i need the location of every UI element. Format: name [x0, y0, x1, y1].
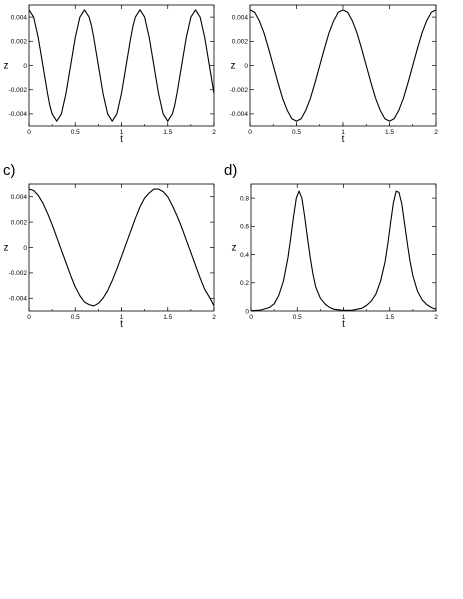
chart-d: 0 0.5 1 1.5 2 0 0.2 0.4 0.6 0.8 t z d)	[224, 162, 438, 330]
x-tick-label: 2	[212, 129, 216, 136]
y-tick-label: 0.4	[240, 252, 249, 259]
panels: 0 0.5 1 1.5 2 -0.004 -0.002 0 0.002 0.004 t z 0 0.5 1 1…	[3, 4, 438, 330]
x-tick-label: 0	[248, 129, 252, 136]
y-tick-label: -0.002	[230, 87, 249, 94]
y-tick-label: -0.004	[9, 296, 28, 303]
x-tick-label: 1.5	[163, 314, 172, 321]
panel-label: c)	[3, 162, 16, 179]
series-line	[251, 190, 436, 311]
x-tick-label: 1	[341, 129, 345, 136]
x-tick-label: 1.5	[385, 129, 394, 136]
y-tick-label: 0.004	[11, 14, 28, 21]
series-line	[29, 9, 214, 122]
y-tick-label: 0.004	[232, 14, 249, 21]
chart-c: 0 0.5 1 1.5 2 -0.004 -0.002 0 0.002 0.004 t z c)	[3, 162, 216, 330]
x-tick-label: 0.5	[71, 129, 80, 136]
x-tick-label: 0.5	[71, 314, 80, 321]
x-tick-label: 1	[120, 129, 124, 136]
x-tick-label: 2	[212, 314, 216, 321]
x-tick-label: 0.5	[292, 129, 301, 136]
y-tick-label: 0.002	[11, 219, 28, 226]
x-tick-label: 1.5	[163, 129, 172, 136]
y-tick-label: 0.2	[240, 280, 249, 287]
x-axis-label: t	[120, 134, 123, 145]
y-tick-label: 0	[245, 308, 249, 315]
y-tick-label: 0.004	[11, 194, 28, 201]
x-tick-label: 0.5	[293, 314, 302, 321]
x-axis-label: t	[120, 319, 123, 330]
x-tick-label: 0	[249, 314, 253, 321]
y-axis-label: z	[4, 61, 9, 72]
x-tick-label: 0	[27, 129, 31, 136]
y-axis-label: z	[4, 243, 9, 254]
x-tick-label: 1	[120, 314, 124, 321]
x-axis-label: t	[342, 319, 345, 330]
y-tick-label: -0.002	[9, 270, 28, 277]
y-tick-label: 0	[23, 63, 27, 70]
x-tick-label: 1.5	[385, 314, 394, 321]
chart-b: 0 0.5 1 1.5 2 -0.004 -0.002 0 0.002 0.004 t z	[230, 4, 438, 145]
series-line	[29, 188, 214, 307]
panel-label: d)	[224, 162, 237, 179]
y-tick-label: 0	[23, 245, 27, 252]
y-tick-label: 0.8	[240, 195, 249, 202]
y-tick-label: -0.002	[9, 87, 28, 94]
y-tick-label: -0.004	[230, 111, 249, 118]
x-tick-label: 2	[434, 314, 438, 321]
y-tick-label: 0.002	[11, 39, 28, 46]
x-tick-label: 0	[27, 314, 31, 321]
y-tick-label: 0.002	[232, 39, 249, 46]
y-axis-label: z	[232, 243, 237, 254]
y-tick-label: 0	[244, 63, 248, 70]
series-line	[250, 9, 436, 122]
x-axis-label: t	[342, 134, 345, 145]
x-tick-label: 1	[342, 314, 346, 321]
chart-a: 0 0.5 1 1.5 2 -0.004 -0.002 0 0.002 0.004 t z	[4, 4, 216, 145]
y-tick-label: -0.004	[9, 111, 28, 118]
y-axis-label: z	[231, 61, 236, 72]
y-tick-label: 0.6	[240, 224, 249, 231]
x-tick-label: 2	[434, 129, 438, 136]
